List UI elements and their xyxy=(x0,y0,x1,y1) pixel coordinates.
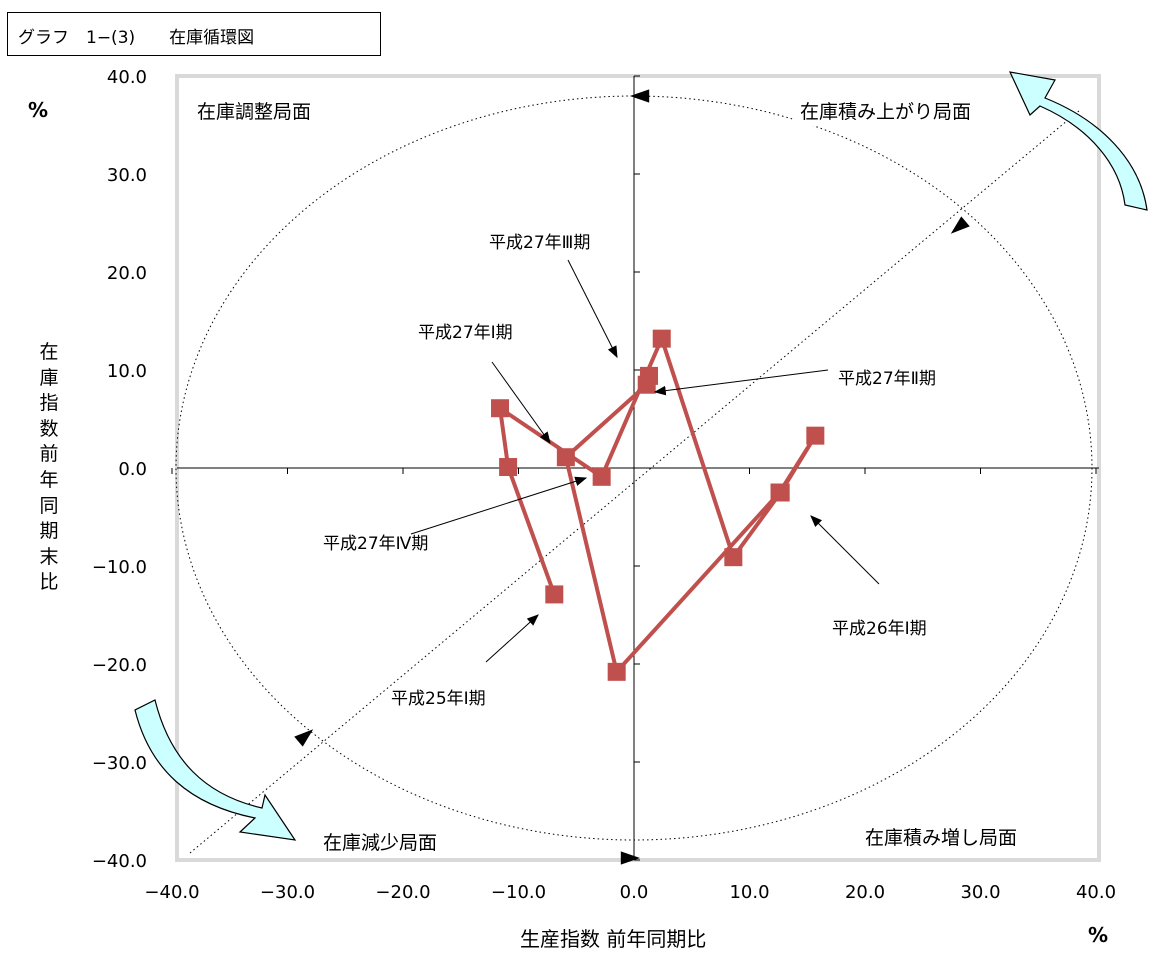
quadrant-label-top-right-bg xyxy=(794,94,977,126)
y-tick-label: 10.0 xyxy=(107,361,147,382)
cycle-direction-arrow-bottom xyxy=(134,699,297,841)
annotation-label: 平成27年Ⅱ期 xyxy=(838,369,936,389)
quadrant-label-top-left: 在庫調整局面 xyxy=(197,101,311,123)
diagonal-guide-line xyxy=(189,109,1081,854)
annotation-label: 平成27年Ⅳ期 xyxy=(323,534,428,554)
x-tick-label: −30.0 xyxy=(260,882,315,903)
cycle-arrowhead-bottom xyxy=(620,851,640,865)
y-axis-label: 在庫指数 前年同期末比 xyxy=(39,341,78,594)
y-tick-label: 0.0 xyxy=(118,459,147,480)
annotation-label: 平成27年Ⅰ期 xyxy=(418,323,513,343)
annotation-label: 平成25年Ⅰ期 xyxy=(391,689,486,709)
quadrant-label-top-right: 在庫積み上がり局面 xyxy=(800,101,971,123)
annotation-arrow xyxy=(491,361,551,444)
data-point-marker xyxy=(640,366,659,385)
data-point-marker xyxy=(806,426,825,445)
cycle-arrowhead-left xyxy=(294,729,314,747)
cycle-ellipse xyxy=(175,95,1093,841)
y-tick-label: 30.0 xyxy=(107,165,147,186)
quadrant-label-bottom-right-bg xyxy=(859,820,1023,852)
x-unit-label: % xyxy=(1088,923,1109,947)
annotation-arrow xyxy=(410,476,588,535)
y-tick-label: −10.0 xyxy=(92,557,147,578)
annotation-arrow xyxy=(653,369,829,396)
cycle-arrowhead-right xyxy=(950,216,970,234)
chart-caption-box: グラフ 1−(3) 在庫循環図 xyxy=(7,12,381,56)
data-point-marker xyxy=(724,548,743,567)
annotation-arrow xyxy=(567,259,618,359)
y-tick-label: 20.0 xyxy=(107,263,147,284)
annotation-label: 平成27年Ⅲ期 xyxy=(489,233,590,253)
x-tick-label: −20.0 xyxy=(375,882,430,903)
data-point-marker xyxy=(607,662,626,681)
y-tick-label: −30.0 xyxy=(92,753,147,774)
data-point-marker xyxy=(652,329,671,348)
x-tick-label: 40.0 xyxy=(1076,882,1116,903)
quadrant-label-bottom-left: 在庫減少局面 xyxy=(323,832,437,854)
cycle-arrowhead-top xyxy=(630,89,650,103)
y-tick-label: −40.0 xyxy=(92,851,147,872)
data-point-marker xyxy=(491,399,510,418)
y-tick-label: 40.0 xyxy=(107,67,147,88)
quadrant-label-bottom-right: 在庫積み増し局面 xyxy=(865,827,1017,849)
data-point-marker xyxy=(499,458,518,477)
x-axis-label: 生産指数 前年同期比 xyxy=(520,927,707,951)
cycle-direction-arrow-top xyxy=(1008,71,1148,211)
data-point-marker xyxy=(545,585,564,604)
y-tick-label: −20.0 xyxy=(92,655,147,676)
data-point-marker xyxy=(556,448,575,467)
quadrant-label-top-left-bg xyxy=(191,94,317,126)
y-unit-label: % xyxy=(28,98,49,122)
series-line xyxy=(498,336,818,674)
data-point-marker xyxy=(770,483,789,502)
x-tick-label: 10.0 xyxy=(729,882,769,903)
annotation-label: 平成26年Ⅰ期 xyxy=(832,619,927,639)
x-tick-label: −10.0 xyxy=(491,882,546,903)
annotation-arrow xyxy=(485,614,539,663)
chart-caption: グラフ 1−(3) 在庫循環図 xyxy=(18,28,255,48)
annotation-arrow xyxy=(810,515,880,585)
quadrant-label-bottom-left-bg xyxy=(317,825,443,857)
x-tick-label: 30.0 xyxy=(960,882,1000,903)
x-tick-label: −40.0 xyxy=(144,882,199,903)
data-point-marker xyxy=(592,467,611,486)
x-tick-label: 0.0 xyxy=(620,882,649,903)
x-tick-label: 20.0 xyxy=(845,882,885,903)
